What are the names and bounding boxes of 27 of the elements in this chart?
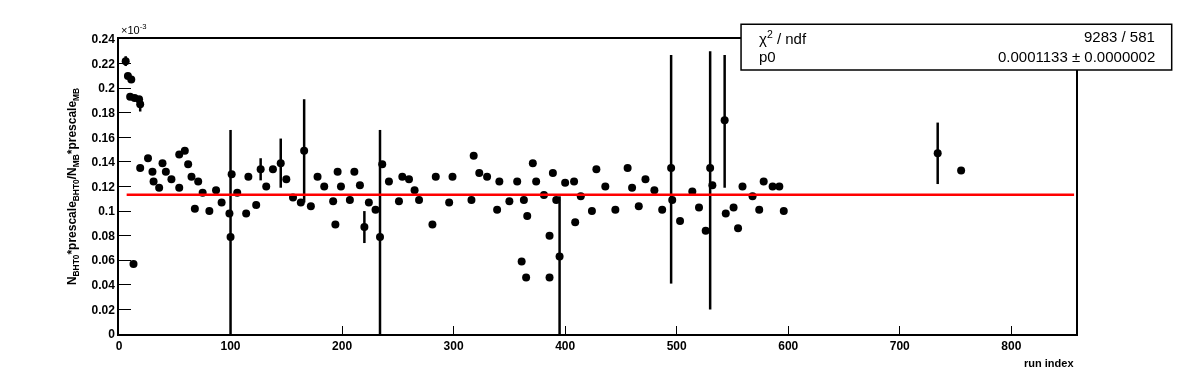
y-tick-label: 0.22 <box>91 56 116 71</box>
x-tick-label: 200 <box>332 339 353 354</box>
text: 9283 / 581 <box>1084 28 1155 45</box>
y-tick-label: 0.18 <box>91 105 116 120</box>
x-axis-title: run index <box>1024 357 1075 369</box>
x-tick-label: 300 <box>443 339 464 354</box>
y-tick-label: 0.02 <box>91 302 116 317</box>
y-tick-label: 0.16 <box>91 130 116 145</box>
y-tick-label: 0.04 <box>91 278 116 293</box>
annotation: p0 <box>759 48 776 65</box>
x-tick-label: 400 <box>555 339 576 354</box>
text: ×10$^{-3}$ <box>121 22 147 36</box>
x-tick-label: 700 <box>889 339 911 354</box>
x-tick-label: 800 <box>1001 339 1022 354</box>
y-tick-label: 0.2 <box>98 81 116 96</box>
y-tick-label: 0.1 <box>98 204 116 219</box>
y-tick-label: 0 <box>108 327 116 342</box>
annotation: 0.0001133 ± 0.0000002 <box>998 48 1156 65</box>
x-tick-label: 500 <box>666 339 688 354</box>
y-tick-label: 0.24 <box>91 32 116 47</box>
x-tick-label: 600 <box>778 339 799 354</box>
annotation: χ$^{2}$ / ndf <box>759 28 807 48</box>
y-tick-label: 0.08 <box>91 228 116 243</box>
x-tick-label: 100 <box>220 339 241 354</box>
y-tick-label: 0.06 <box>91 253 116 268</box>
y-tick-label: 0.12 <box>91 179 116 194</box>
y-tick-label: 0.14 <box>91 155 116 170</box>
